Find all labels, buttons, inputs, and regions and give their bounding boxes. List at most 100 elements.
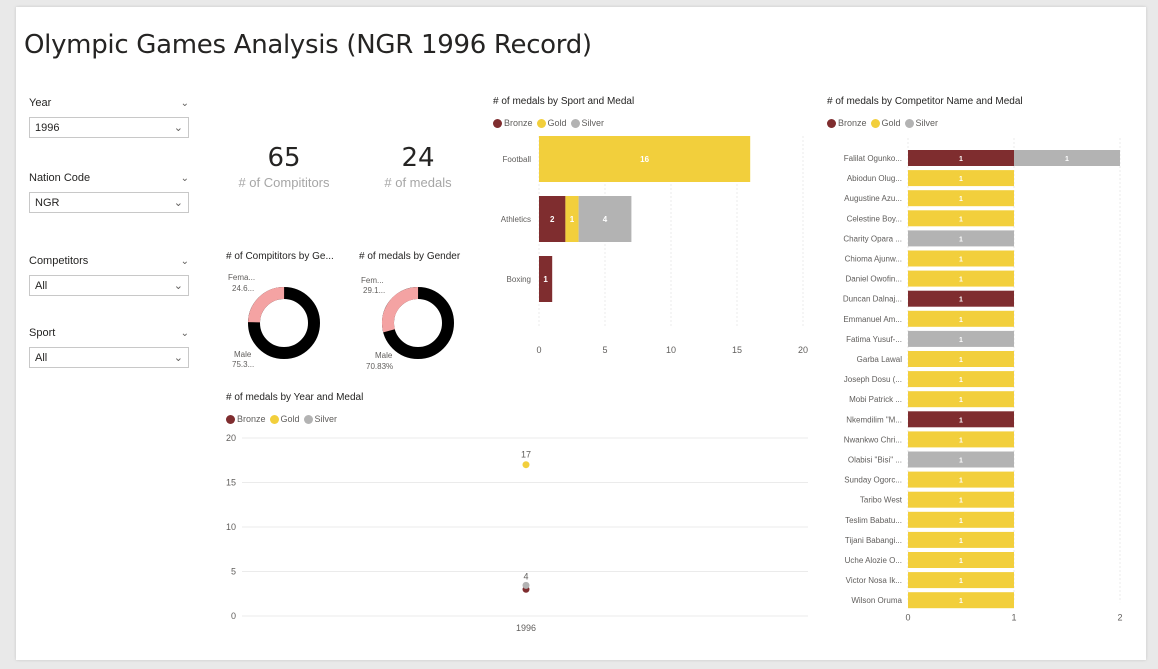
legend-silver-dot xyxy=(904,118,914,128)
legend-bronze-label: Bronze xyxy=(237,414,266,424)
bar-data-label: 1 xyxy=(959,598,963,605)
chevron-down-icon[interactable]: ⌄ xyxy=(180,97,189,109)
competitor-name-label: Emmanuel Am... xyxy=(843,315,902,324)
slicer-competitors-value: All xyxy=(35,279,48,292)
bar-data-label: 1 xyxy=(959,196,963,203)
scatter-point-silver xyxy=(522,581,530,589)
bar-data-label: 1 xyxy=(959,297,963,304)
competitor-name-label: Nwankwo Chri... xyxy=(844,435,902,444)
kpi-competitors-label: # of Compititors xyxy=(238,175,330,190)
bar-segment-gold xyxy=(539,136,751,182)
slicer-nation-code-value: NGR xyxy=(35,196,60,209)
x-tick-label: 10 xyxy=(666,345,676,355)
bar-data-label: 1 xyxy=(959,337,963,344)
bar-data-label: 1 xyxy=(959,216,963,223)
kpi-medals-label: # of medals xyxy=(384,175,452,190)
competitor-name-label: Victor Nosa Ik... xyxy=(846,576,902,585)
bar-data-label: 1 xyxy=(959,518,963,525)
legend-silver-label: Silver xyxy=(581,118,605,128)
sport-medal-bar-chart[interactable]: 0 5 10 15 20 Football 16 Athletics 2 1 4 Boxing 1 xyxy=(490,136,820,376)
bar-data-label: 1 xyxy=(959,538,963,545)
slicer-year[interactable]: Year ⌄ 1996 ⌄ xyxy=(29,95,189,138)
x-tick-label: 0 xyxy=(536,345,541,355)
bar-segment-gold xyxy=(908,431,1014,448)
page-title: Olympic Games Analysis (NGR 1996 Record) xyxy=(24,30,592,60)
bar-segment-bronze xyxy=(908,290,1014,307)
slicer-nation-code-label: Nation Code xyxy=(29,172,91,184)
chevron-down-icon: ⌄ xyxy=(173,197,183,209)
donut-competitors-chart[interactable]: Fema... 24.6... Male 75.3... xyxy=(224,266,349,376)
legend-gold-label: Gold xyxy=(881,118,901,128)
slicer-nation-code-dropdown[interactable]: NGR ⌄ xyxy=(29,192,189,213)
competitor-medal-bar-chart[interactable]: 0 1 2 Falilat Ogunko... 1 1 Abiodun Olug... 1 Au… xyxy=(820,138,1140,638)
competitor-name-label: Olabisi "Bisi" ... xyxy=(848,456,902,465)
y-tick-label: 15 xyxy=(226,478,236,488)
bar-segment-gold xyxy=(908,531,1014,548)
donut-female-segment xyxy=(382,287,454,359)
y-tick-label: 20 xyxy=(226,433,236,443)
bar-segment-gold xyxy=(908,511,1014,528)
slicer-competitors[interactable]: Competitors ⌄ All ⌄ xyxy=(29,253,189,296)
y-category-label: Athletics xyxy=(501,215,531,224)
competitor-name-label: Tijani Babangi... xyxy=(845,536,902,545)
y-tick-label: 5 xyxy=(231,567,236,577)
scatter-point-gold xyxy=(522,461,530,469)
bar-data-label: 1 xyxy=(959,377,963,384)
sport-chart-legend: Bronze Gold Silver xyxy=(493,118,608,128)
competitor-name-label: Uche Alozie O... xyxy=(845,556,902,565)
slicer-year-value: 1996 xyxy=(35,121,60,134)
bar-data-label: 1 xyxy=(959,176,963,183)
competitor-chart-legend: Bronze Gold Silver xyxy=(827,118,942,128)
bar-segment-gold xyxy=(908,351,1014,367)
bar-segment-silver xyxy=(578,196,632,242)
y-category-label: Football xyxy=(503,155,532,164)
slicer-nation-code[interactable]: Nation Code ⌄ NGR ⌄ xyxy=(29,170,189,213)
legend-bronze-dot xyxy=(493,118,502,128)
legend-gold-dot xyxy=(536,118,546,128)
y-tick-label: 0 xyxy=(231,611,236,621)
competitor-name-label: Sunday Ogorc... xyxy=(844,476,902,485)
chevron-down-icon[interactable]: ⌄ xyxy=(180,255,189,267)
bar-data-label: 1 xyxy=(959,458,963,465)
bar-segment-silver xyxy=(908,451,1014,468)
competitor-name-label: Taribo West xyxy=(860,496,903,505)
bar-data-label: 1 xyxy=(959,578,963,585)
legend-gold-dot xyxy=(870,118,880,128)
bar-segment-gold xyxy=(908,190,1014,207)
x-tick-label: 15 xyxy=(732,345,742,355)
x-tick-label: 1996 xyxy=(516,623,536,633)
slicer-sport-label: Sport xyxy=(29,327,56,339)
x-tick-label: 1 xyxy=(1011,612,1016,622)
bar-data-label: 1 xyxy=(959,357,963,364)
slicer-competitors-dropdown[interactable]: All ⌄ xyxy=(29,275,189,296)
donut-medals-chart[interactable]: Fem... 29.1... Male 70.83% xyxy=(357,266,482,376)
chevron-down-icon[interactable]: ⌄ xyxy=(180,172,189,184)
bar-segment-bronze xyxy=(908,411,1014,428)
competitor-name-label: Teslim Babatu... xyxy=(845,516,902,525)
slicer-sport[interactable]: Sport ⌄ All ⌄ xyxy=(29,325,189,368)
bar-data-label: 1 xyxy=(543,275,548,284)
bar-segment-gold xyxy=(908,572,1014,589)
bar-segment-gold xyxy=(908,270,1014,287)
bar-segment-gold xyxy=(908,491,1014,508)
slicer-sport-dropdown[interactable]: All ⌄ xyxy=(29,347,189,368)
slicer-year-dropdown[interactable]: 1996 ⌄ xyxy=(29,117,189,138)
bar-data-label: 1 xyxy=(959,417,963,424)
donut-competitors-female-label: Fema... xyxy=(228,273,255,282)
bar-data-label: 1 xyxy=(959,478,963,485)
competitor-name-label: Daniel Owofin... xyxy=(846,275,902,284)
competitor-name-label: Falilat Ogunko... xyxy=(844,154,902,163)
scatter-data-label: 17 xyxy=(521,450,531,460)
competitor-name-label: Augustine Azu... xyxy=(844,194,902,203)
bar-segment-gold xyxy=(908,391,1014,408)
year-medal-scatter-chart[interactable]: 0 5 10 15 20 1996 17 4 xyxy=(222,428,812,638)
legend-silver-dot xyxy=(570,118,580,128)
legend-silver-label: Silver xyxy=(915,118,939,128)
legend-gold-dot xyxy=(269,414,279,424)
legend-bronze-dot xyxy=(827,118,836,128)
bar-segment-silver xyxy=(908,330,1014,347)
chevron-down-icon[interactable]: ⌄ xyxy=(180,327,189,339)
bar-data-label: 1 xyxy=(1065,156,1069,163)
legend-bronze-dot xyxy=(226,414,235,424)
chevron-down-icon: ⌄ xyxy=(173,122,183,134)
